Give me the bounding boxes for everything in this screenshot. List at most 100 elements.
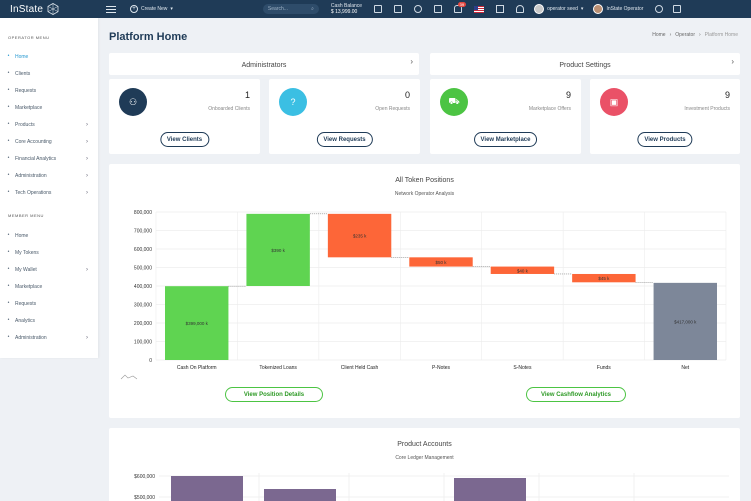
sidebar-item-marketplace[interactable]: • Marketplace	[0, 99, 98, 116]
page-title: Platform Home	[109, 31, 187, 43]
x-tick-label: P-Notes	[432, 365, 451, 371]
sidebar-item-home[interactable]: • Home	[0, 227, 98, 244]
fullscreen-icon[interactable]	[374, 5, 382, 13]
chevron-down-icon: ▾	[170, 6, 173, 12]
gear-icon[interactable]	[655, 5, 663, 13]
bar-data-label: $417,000 k	[674, 319, 697, 324]
y-tick-label: 700,000	[134, 229, 152, 235]
sidebar-item-label: Requests	[15, 88, 36, 94]
sidebar-item-home[interactable]: • Home	[0, 48, 98, 65]
sidebar-item-products[interactable]: • Products ›	[0, 116, 98, 133]
administrators-label: Administrators	[242, 62, 287, 69]
sidebar-item-core-accounting[interactable]: • Core Accounting ›	[0, 133, 98, 150]
chevron-right-icon: ›	[86, 122, 88, 128]
stat-label: Onboarded Clients	[208, 106, 250, 112]
sidebar-item-my-wallet[interactable]: • My Wallet ›	[0, 261, 98, 278]
y-tick-label: 200,000	[134, 321, 152, 327]
chevron-right-icon: ›	[86, 173, 88, 179]
bar-data-label: $399,000 k	[186, 321, 209, 326]
analytics-icon: •	[6, 156, 11, 161]
sidebar-item-analytics[interactable]: • Analytics	[0, 312, 98, 329]
sidebar-item-label: Marketplace	[15, 284, 42, 290]
x-tick-label: Funds	[597, 365, 611, 371]
stat-card-marketplace: ⛟ 9 Marketplace Offers View Marketplace	[430, 79, 581, 154]
marketplace-icon: •	[6, 284, 11, 289]
sidebar-item-requests[interactable]: • Requests	[0, 295, 98, 312]
grid-icon[interactable]	[673, 5, 681, 13]
sidebar-item-administration[interactable]: • Administration ›	[0, 167, 98, 184]
apps-icon[interactable]	[394, 5, 402, 13]
bottom-ytick: $600,000	[134, 474, 155, 480]
view-position-details-button[interactable]: View Position Details	[225, 387, 323, 402]
stat-value: 1	[245, 90, 250, 100]
menu-toggle-icon[interactable]	[106, 4, 116, 15]
product-accounts-chart: $600,000 $500,000	[109, 428, 740, 501]
help-icon[interactable]	[414, 5, 422, 13]
bar-data-label: $45 k	[598, 276, 610, 281]
product-settings-label: Product Settings	[559, 62, 610, 69]
sidebar-item-clients[interactable]: • Clients	[0, 65, 98, 82]
requests-icon: •	[6, 88, 11, 93]
cart-icon: ⛟	[440, 88, 468, 116]
y-tick-label: 0	[149, 358, 152, 364]
sidebar-item-label: Core Accounting	[15, 139, 52, 145]
sidebar-item-my-tokens[interactable]: • My Tokens	[0, 244, 98, 261]
box-icon: ▣	[600, 88, 628, 116]
sidebar-item-requests[interactable]: • Requests	[0, 82, 98, 99]
sidebar-item-tech-operations[interactable]: • Tech Operations ›	[0, 184, 98, 201]
us-flag-icon[interactable]	[474, 6, 484, 13]
sidebar-item-financial-analytics[interactable]: • Financial Analytics ›	[0, 150, 98, 167]
bottom-ytick: $500,000	[134, 495, 155, 501]
question-icon: ?	[279, 88, 307, 116]
product-settings-header[interactable]: Product Settings ›	[430, 53, 740, 75]
stat-value: 9	[566, 90, 571, 100]
brand[interactable]: InState	[0, 0, 98, 18]
view-requests-button[interactable]: View Requests	[316, 132, 372, 147]
member-menu-title: MEMBER MENU	[0, 201, 98, 227]
y-tick-label: 500,000	[134, 266, 152, 272]
breadcrumb-operator[interactable]: Operator	[675, 32, 695, 38]
chevron-right-icon: ›	[86, 335, 88, 341]
view-clients-button[interactable]: View Clients	[160, 132, 209, 147]
operator-menu[interactable]: InState Operator	[593, 4, 643, 14]
sidebar-item-administration[interactable]: • Administration ›	[0, 329, 98, 346]
sidebar-item-label: Home	[15, 233, 28, 239]
flag-icon[interactable]	[496, 5, 504, 13]
home-icon: •	[6, 54, 11, 59]
sidebar-item-marketplace[interactable]: • Marketplace	[0, 278, 98, 295]
bell-icon[interactable]: 39	[454, 5, 462, 13]
chevron-right-icon: ›	[86, 267, 88, 273]
bottom-bar	[264, 489, 336, 501]
sidebar-item-label: Administration	[15, 335, 47, 341]
breadcrumb-home[interactable]: Home	[652, 32, 665, 38]
view-marketplace-button[interactable]: View Marketplace	[474, 132, 538, 147]
avatar	[534, 4, 544, 14]
y-tick-label: 100,000	[134, 340, 152, 346]
create-new-button[interactable]: + Create New ▾	[130, 5, 173, 13]
product-settings-title: Product Settings ›	[430, 53, 740, 75]
zoom-icon	[121, 375, 137, 379]
administrators-header[interactable]: Administrators ›	[109, 53, 419, 75]
products-icon: •	[6, 122, 11, 127]
user-name: operator seed	[547, 6, 578, 12]
client-icon: ⚇	[119, 88, 147, 116]
chevron-right-icon: ›	[86, 190, 88, 196]
search-input[interactable]: Search... ⌕	[263, 4, 319, 14]
chevron-right-icon: ›	[86, 156, 88, 162]
add-user-icon[interactable]	[516, 5, 524, 13]
view-cashflow-analytics-button[interactable]: View Cashflow Analytics	[526, 387, 626, 402]
admin-icon: •	[6, 173, 11, 178]
users-icon: •	[6, 71, 11, 76]
brand-name: InState	[10, 4, 43, 15]
top-navbar: InState + Create New ▾ Search... ⌕ Cash …	[0, 0, 751, 18]
product-accounts-card: Product Accounts Core Ledger Management …	[109, 428, 740, 501]
news-icon[interactable]	[434, 5, 442, 13]
view-products-button[interactable]: View Products	[637, 132, 692, 147]
home-icon: •	[6, 233, 11, 238]
user-menu[interactable]: operator seed ▾	[534, 4, 583, 14]
x-tick-label: Tokenized Loans	[259, 365, 297, 371]
bar-data-label: $50 k	[435, 260, 447, 265]
requests-icon: •	[6, 301, 11, 306]
search-placeholder: Search...	[268, 6, 288, 12]
logo-icon	[47, 3, 59, 15]
